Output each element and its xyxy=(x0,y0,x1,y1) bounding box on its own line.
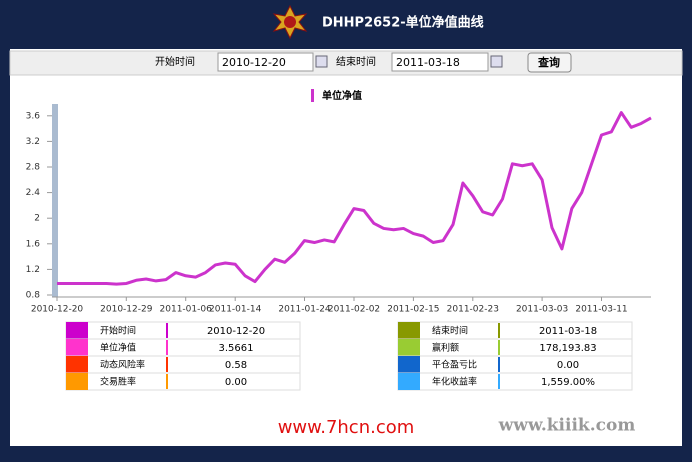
stat-value: 3.5661 xyxy=(219,343,254,354)
page-title: DHHP2652-单位净值曲线 xyxy=(322,15,484,31)
y-tick-label: 3.2 xyxy=(26,137,40,147)
watermark-left: www.7hcn.com xyxy=(278,417,415,438)
stat-value: 0.00 xyxy=(225,377,247,388)
stat-swatch xyxy=(66,356,88,373)
stat-swatch xyxy=(66,322,88,339)
stat-value: 2010-12-20 xyxy=(207,326,265,337)
stat-value: 0.00 xyxy=(557,360,579,371)
x-tick-label: 2010-12-29 xyxy=(100,305,153,315)
x-tick-label: 2011-01-14 xyxy=(209,305,262,315)
x-tick-label: 2011-03-11 xyxy=(575,305,627,315)
stat-value: 2011-03-18 xyxy=(539,326,597,337)
x-tick-label: 2011-02-15 xyxy=(387,305,439,315)
legend-label: 单位净值 xyxy=(322,89,362,102)
end-input[interactable] xyxy=(391,52,489,72)
stat-label: 年化收益率 xyxy=(432,376,477,388)
y-tick-label: 2.8 xyxy=(26,163,41,173)
stat-label: 平仓盈亏比 xyxy=(432,359,477,371)
start-input[interactable] xyxy=(217,52,314,72)
stat-swatch xyxy=(66,339,88,356)
y-axis-bar xyxy=(52,104,58,297)
y-tick-label: 2 xyxy=(34,214,40,224)
watermark-right: www.kiiik.com xyxy=(498,416,636,436)
y-tick-label: 1.2 xyxy=(26,265,40,275)
stat-swatch xyxy=(66,373,88,390)
stat-value: 178,193.83 xyxy=(539,343,596,354)
y-tick-label: 1.6 xyxy=(26,239,41,249)
stat-swatch xyxy=(398,356,420,373)
stat-swatch xyxy=(398,339,420,356)
x-tick-label: 2011-02-02 xyxy=(328,305,380,315)
stat-swatch xyxy=(398,373,420,390)
stat-label: 动态风险率 xyxy=(100,359,145,371)
y-tick-label: 2.4 xyxy=(26,188,41,198)
x-tick-label: 2011-03-03 xyxy=(516,305,568,315)
stat-value: 0.58 xyxy=(225,360,247,371)
x-tick-label: 2011-01-06 xyxy=(160,305,213,315)
x-tick-label: 2011-01-24 xyxy=(278,305,331,315)
stat-label: 单位净值 xyxy=(100,342,136,354)
stat-label: 交易胜率 xyxy=(100,376,136,388)
y-tick-label: 3.6 xyxy=(26,111,41,121)
stat-label: 结束时间 xyxy=(432,325,468,337)
series-line xyxy=(57,111,652,286)
start-label: 开始时间 xyxy=(155,55,195,68)
end-calendar[interactable] xyxy=(490,55,503,68)
x-tick-label: 2010-12-20 xyxy=(31,305,84,315)
stat-label: 开始时间 xyxy=(100,325,136,337)
query-button[interactable] xyxy=(527,52,572,73)
stat-swatch xyxy=(398,322,420,339)
stat-label: 赢利额 xyxy=(432,342,459,354)
end-value: 2011-03-18 xyxy=(396,56,460,69)
start-value: 2010-12-20 xyxy=(222,56,286,69)
query-button-label: 查询 xyxy=(538,55,560,69)
y-tick-label: 0.8 xyxy=(26,291,41,301)
logo-center xyxy=(284,16,296,28)
legend-swatch xyxy=(311,89,314,102)
end-label: 结束时间 xyxy=(336,55,376,68)
stat-value: 1,559.00% xyxy=(541,377,595,388)
x-tick-label: 2011-02-23 xyxy=(447,305,499,315)
start-calendar[interactable] xyxy=(315,55,328,68)
